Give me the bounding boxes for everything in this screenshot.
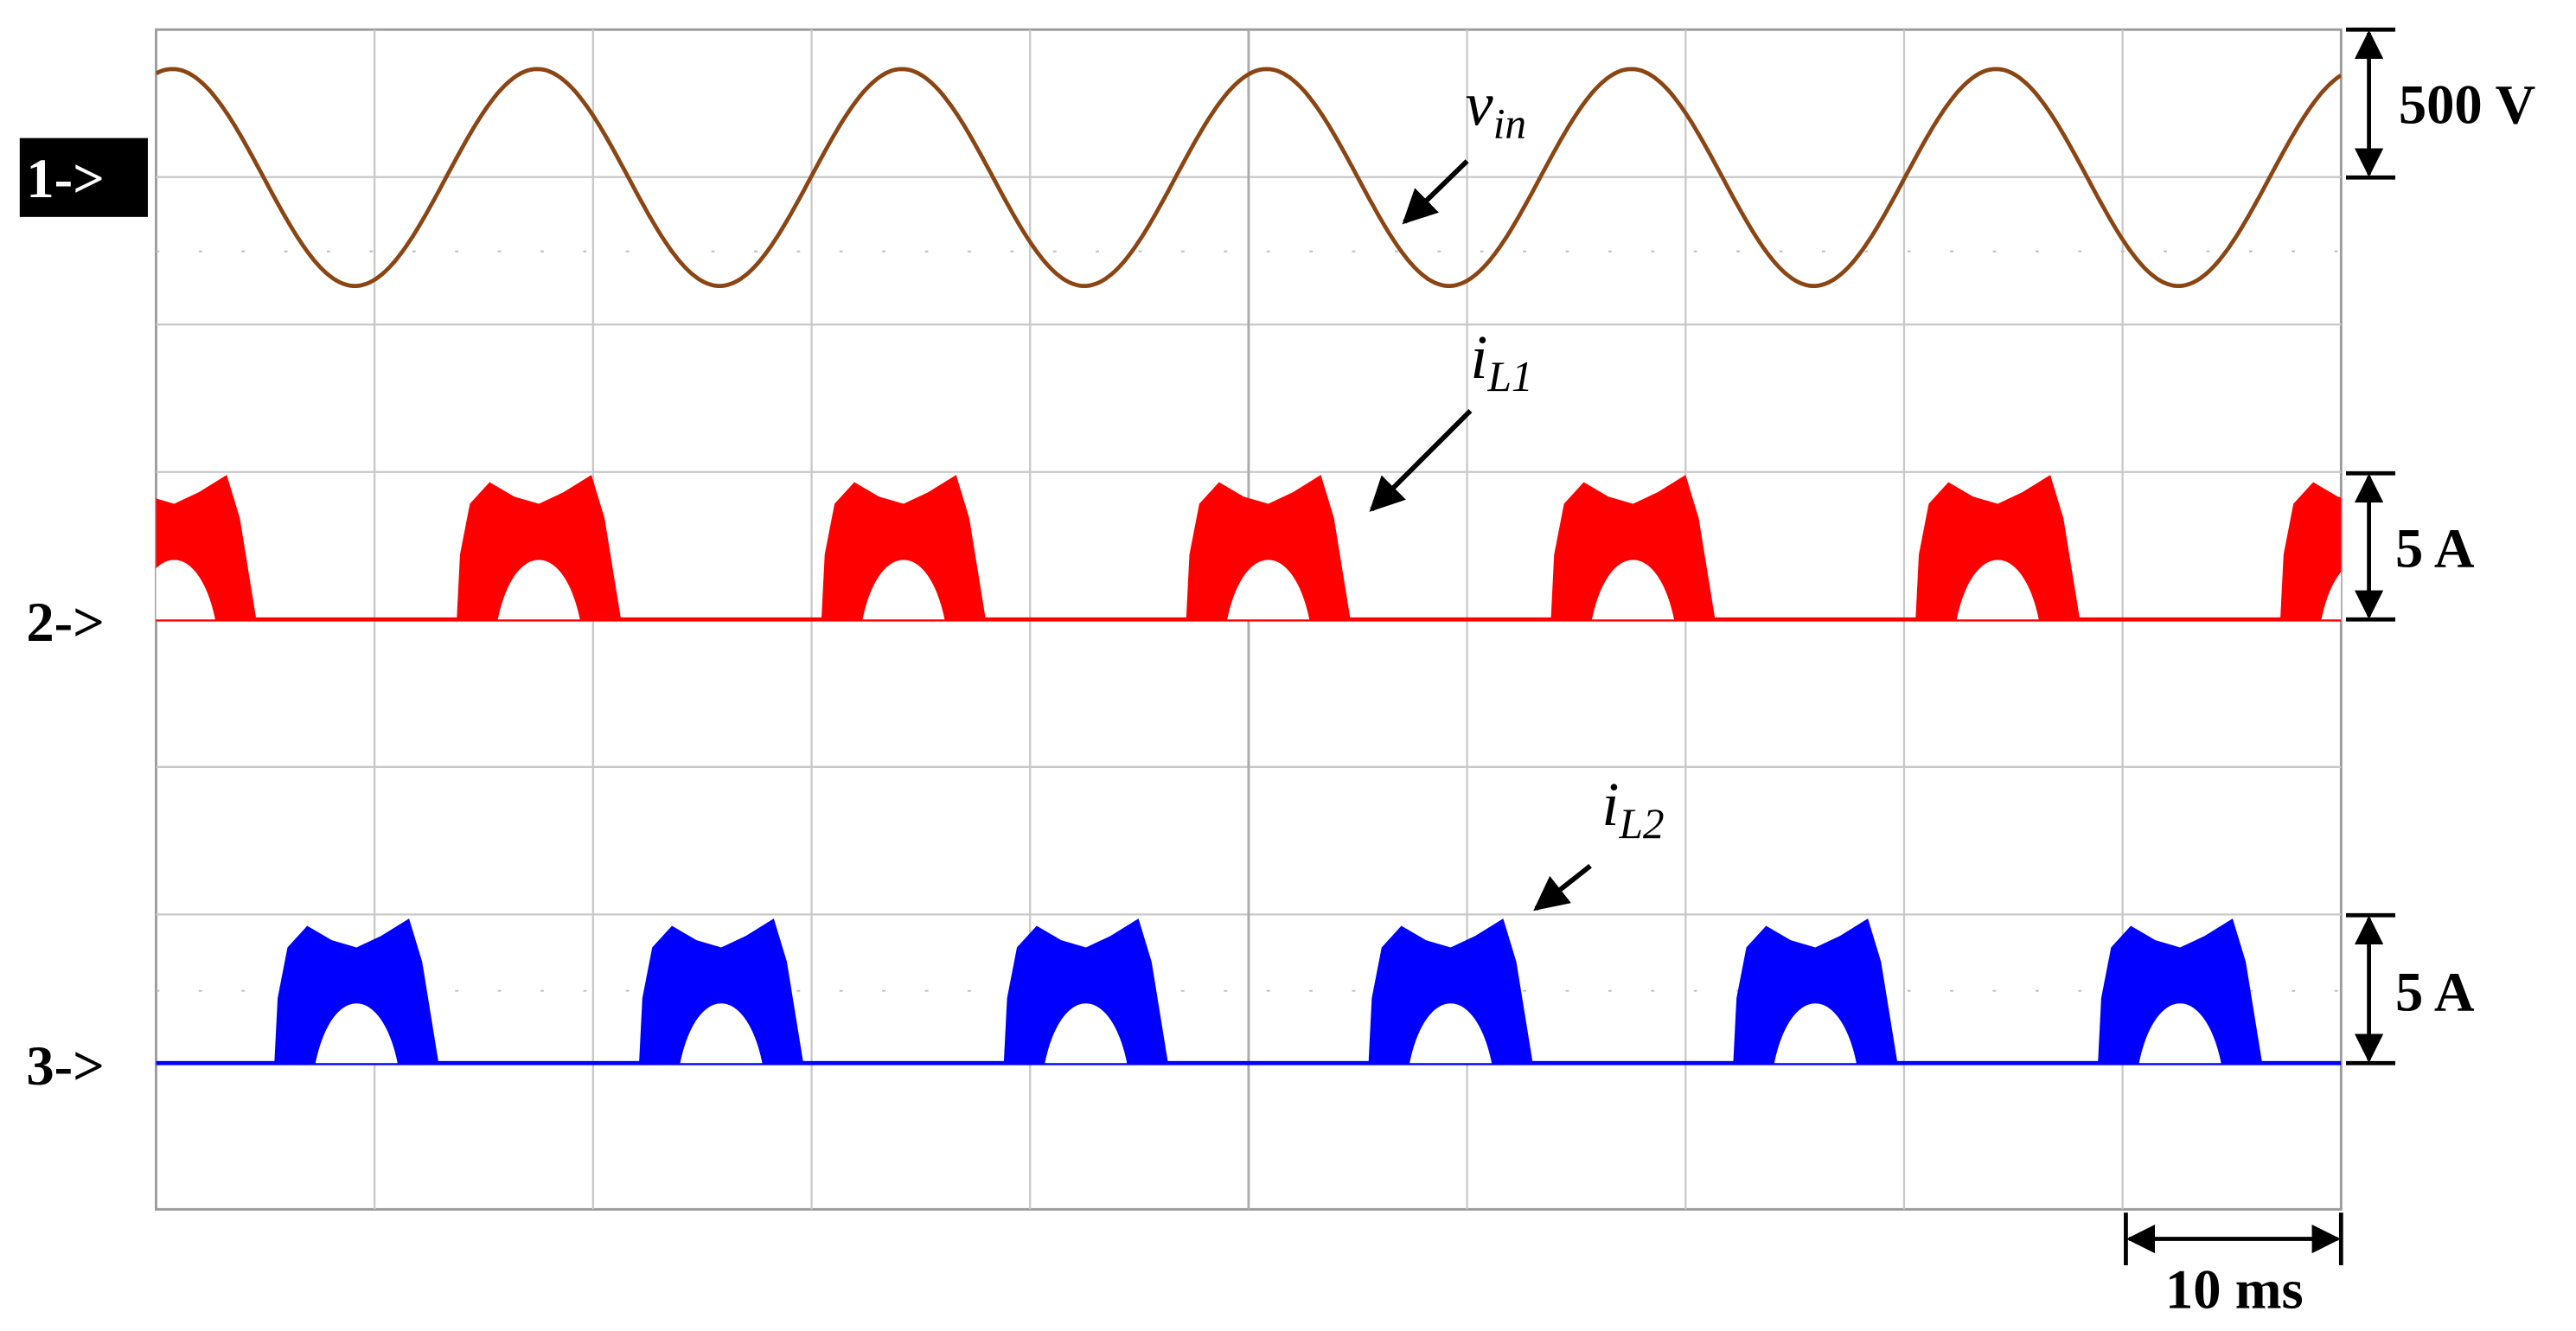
current-burst bbox=[639, 918, 804, 1064]
scale-label: 5 A bbox=[2395, 517, 2475, 579]
current-burst bbox=[1915, 475, 2081, 620]
trace-symbol: v bbox=[1466, 69, 1494, 138]
current-burst bbox=[1368, 918, 1533, 1064]
scale-indicators bbox=[2124, 27, 2396, 1265]
current-burst bbox=[1550, 475, 1716, 620]
trace-label: iL1 bbox=[1470, 323, 1532, 400]
burst-gap bbox=[1045, 1003, 1128, 1064]
trace-subscript: in bbox=[1493, 100, 1526, 148]
trace-label: iL2 bbox=[1601, 770, 1664, 848]
burst-gap bbox=[1774, 1003, 1857, 1064]
trace-symbol: i bbox=[1470, 323, 1487, 392]
trace-label: vin bbox=[1466, 69, 1526, 147]
scale-label: 5 A bbox=[2395, 960, 2475, 1022]
burst-gap bbox=[2321, 572, 2342, 620]
current-burst bbox=[1186, 475, 1351, 620]
current-burst bbox=[274, 918, 439, 1064]
burst-gap bbox=[1591, 560, 1674, 620]
channel-marker: 1-> bbox=[26, 147, 105, 209]
waveforms bbox=[156, 67, 2342, 1065]
burst-gap bbox=[315, 1003, 398, 1064]
current-burst bbox=[457, 475, 622, 620]
burst-gap bbox=[1227, 560, 1310, 620]
channel-marker: 3-> bbox=[26, 1034, 105, 1097]
time-scale-label: 10 ms bbox=[2165, 1257, 2304, 1320]
current-burst bbox=[2098, 918, 2263, 1064]
current-burst bbox=[1003, 918, 1168, 1064]
trace-subscript: L2 bbox=[1618, 800, 1664, 848]
burst-gap bbox=[680, 1003, 763, 1064]
burst-gap bbox=[156, 560, 215, 620]
channel-1-marker-box bbox=[19, 138, 148, 217]
scale-label: 500 V bbox=[2399, 74, 2535, 136]
pointer-arrow bbox=[1402, 159, 1469, 225]
vin-trace bbox=[156, 67, 2342, 289]
burst-gap bbox=[862, 560, 945, 620]
trace-subscript: L1 bbox=[1486, 353, 1532, 400]
channel-marker: 2-> bbox=[26, 591, 105, 653]
current-burst bbox=[1733, 918, 1898, 1064]
pointer-arrow bbox=[1533, 864, 1592, 912]
pointer-arrow bbox=[1369, 409, 1473, 512]
burst-gap bbox=[1409, 1003, 1493, 1064]
trace-symbol: i bbox=[1601, 770, 1619, 839]
current-burst bbox=[2280, 482, 2342, 620]
burst-gap bbox=[2138, 1003, 2221, 1064]
burst-gap bbox=[497, 560, 580, 620]
burst-gap bbox=[1956, 560, 2039, 620]
current-burst bbox=[821, 475, 986, 620]
